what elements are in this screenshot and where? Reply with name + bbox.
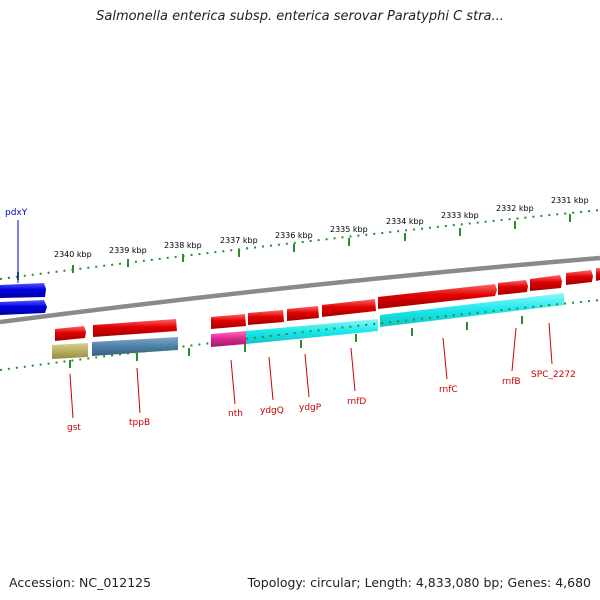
scale-label: 2335 kbp <box>330 225 368 234</box>
forward-genes-lower <box>55 299 376 341</box>
scale-label: 2340 kbp <box>54 250 92 259</box>
gene-label-rnfD: rnfD <box>347 397 366 407</box>
cog-bar-magenta <box>211 331 246 347</box>
gene-arrow <box>530 275 562 291</box>
scale-label: 2337 kbp <box>220 236 258 245</box>
scale-label: 2334 kbp <box>386 217 424 226</box>
gene-label-pdxY: pdxY <box>5 208 28 218</box>
gene-arrow <box>211 314 246 329</box>
gene-label-tppB: tppB <box>129 418 150 428</box>
inner-tick-scale <box>0 299 600 371</box>
gene-label-rnfC: rnfC <box>439 385 458 395</box>
gene-labels: gst tppB nth ydgQ ydgP rnfD rnfC rnfB SP… <box>67 370 576 433</box>
cog-bar-cyan <box>246 319 378 344</box>
gene-label-ydgP: ydgP <box>299 403 322 413</box>
gene-arrow <box>0 283 46 298</box>
gene-arrow <box>0 300 47 315</box>
scale-label: 2331 kbp <box>551 196 589 205</box>
scale-label: 2338 kbp <box>164 241 202 250</box>
gene-arrow <box>93 319 177 337</box>
gene-arrow <box>566 270 593 285</box>
gene-leader-line <box>268 356 274 401</box>
cog-bar-cyan <box>380 293 564 327</box>
gene-leader-line <box>350 347 356 392</box>
gene-label-gst: gst <box>67 423 81 433</box>
forward-genes-upper <box>378 268 600 309</box>
genome-summary: Topology: circular; Length: 4,833,080 bp… <box>247 575 591 590</box>
gene-arrow <box>248 310 284 325</box>
cog-bar-olive <box>52 343 88 359</box>
backbone-ring <box>0 255 600 325</box>
gene-arrow <box>322 299 376 317</box>
gene-arrow <box>378 284 497 309</box>
gene-label-ydgQ: ydgQ <box>260 406 284 416</box>
scale-label: 2333 kbp <box>441 211 479 220</box>
gene-arrow <box>596 268 600 281</box>
scale-label: 2339 kbp <box>109 246 147 255</box>
gene-arrow <box>498 280 528 295</box>
gene-leader-line <box>136 367 141 414</box>
gene-label-SPC_2272: SPC_2272 <box>531 370 576 380</box>
reverse-genes <box>0 283 47 315</box>
gene-leader-line <box>442 337 448 380</box>
gene-leaders <box>69 322 553 419</box>
gene-arrow <box>55 326 86 341</box>
outer-tick-dotted-line <box>0 209 600 280</box>
cog-category-track <box>52 293 564 359</box>
outer-tick-scale: 2340 kbp 2339 kbp 2338 kbp 2337 kbp 2336… <box>0 196 600 280</box>
gene-leader-line <box>69 373 74 419</box>
gene-arrow <box>287 306 319 321</box>
gene-leader-line <box>548 322 553 365</box>
gene-leader-line <box>511 327 517 372</box>
gene-label-nth: nth <box>228 409 243 419</box>
accession-label: Accession: NC_012125 <box>9 575 152 590</box>
gene-label-rnfB: rnfB <box>502 377 521 387</box>
gene-leader-line <box>304 353 310 398</box>
cog-bar-steel <box>92 337 178 356</box>
scale-label: 2336 kbp <box>275 231 313 240</box>
map-title: Salmonella enterica subsp. enterica sero… <box>96 9 504 24</box>
gene-leader-line <box>230 359 236 405</box>
scale-label: 2332 kbp <box>496 204 534 213</box>
